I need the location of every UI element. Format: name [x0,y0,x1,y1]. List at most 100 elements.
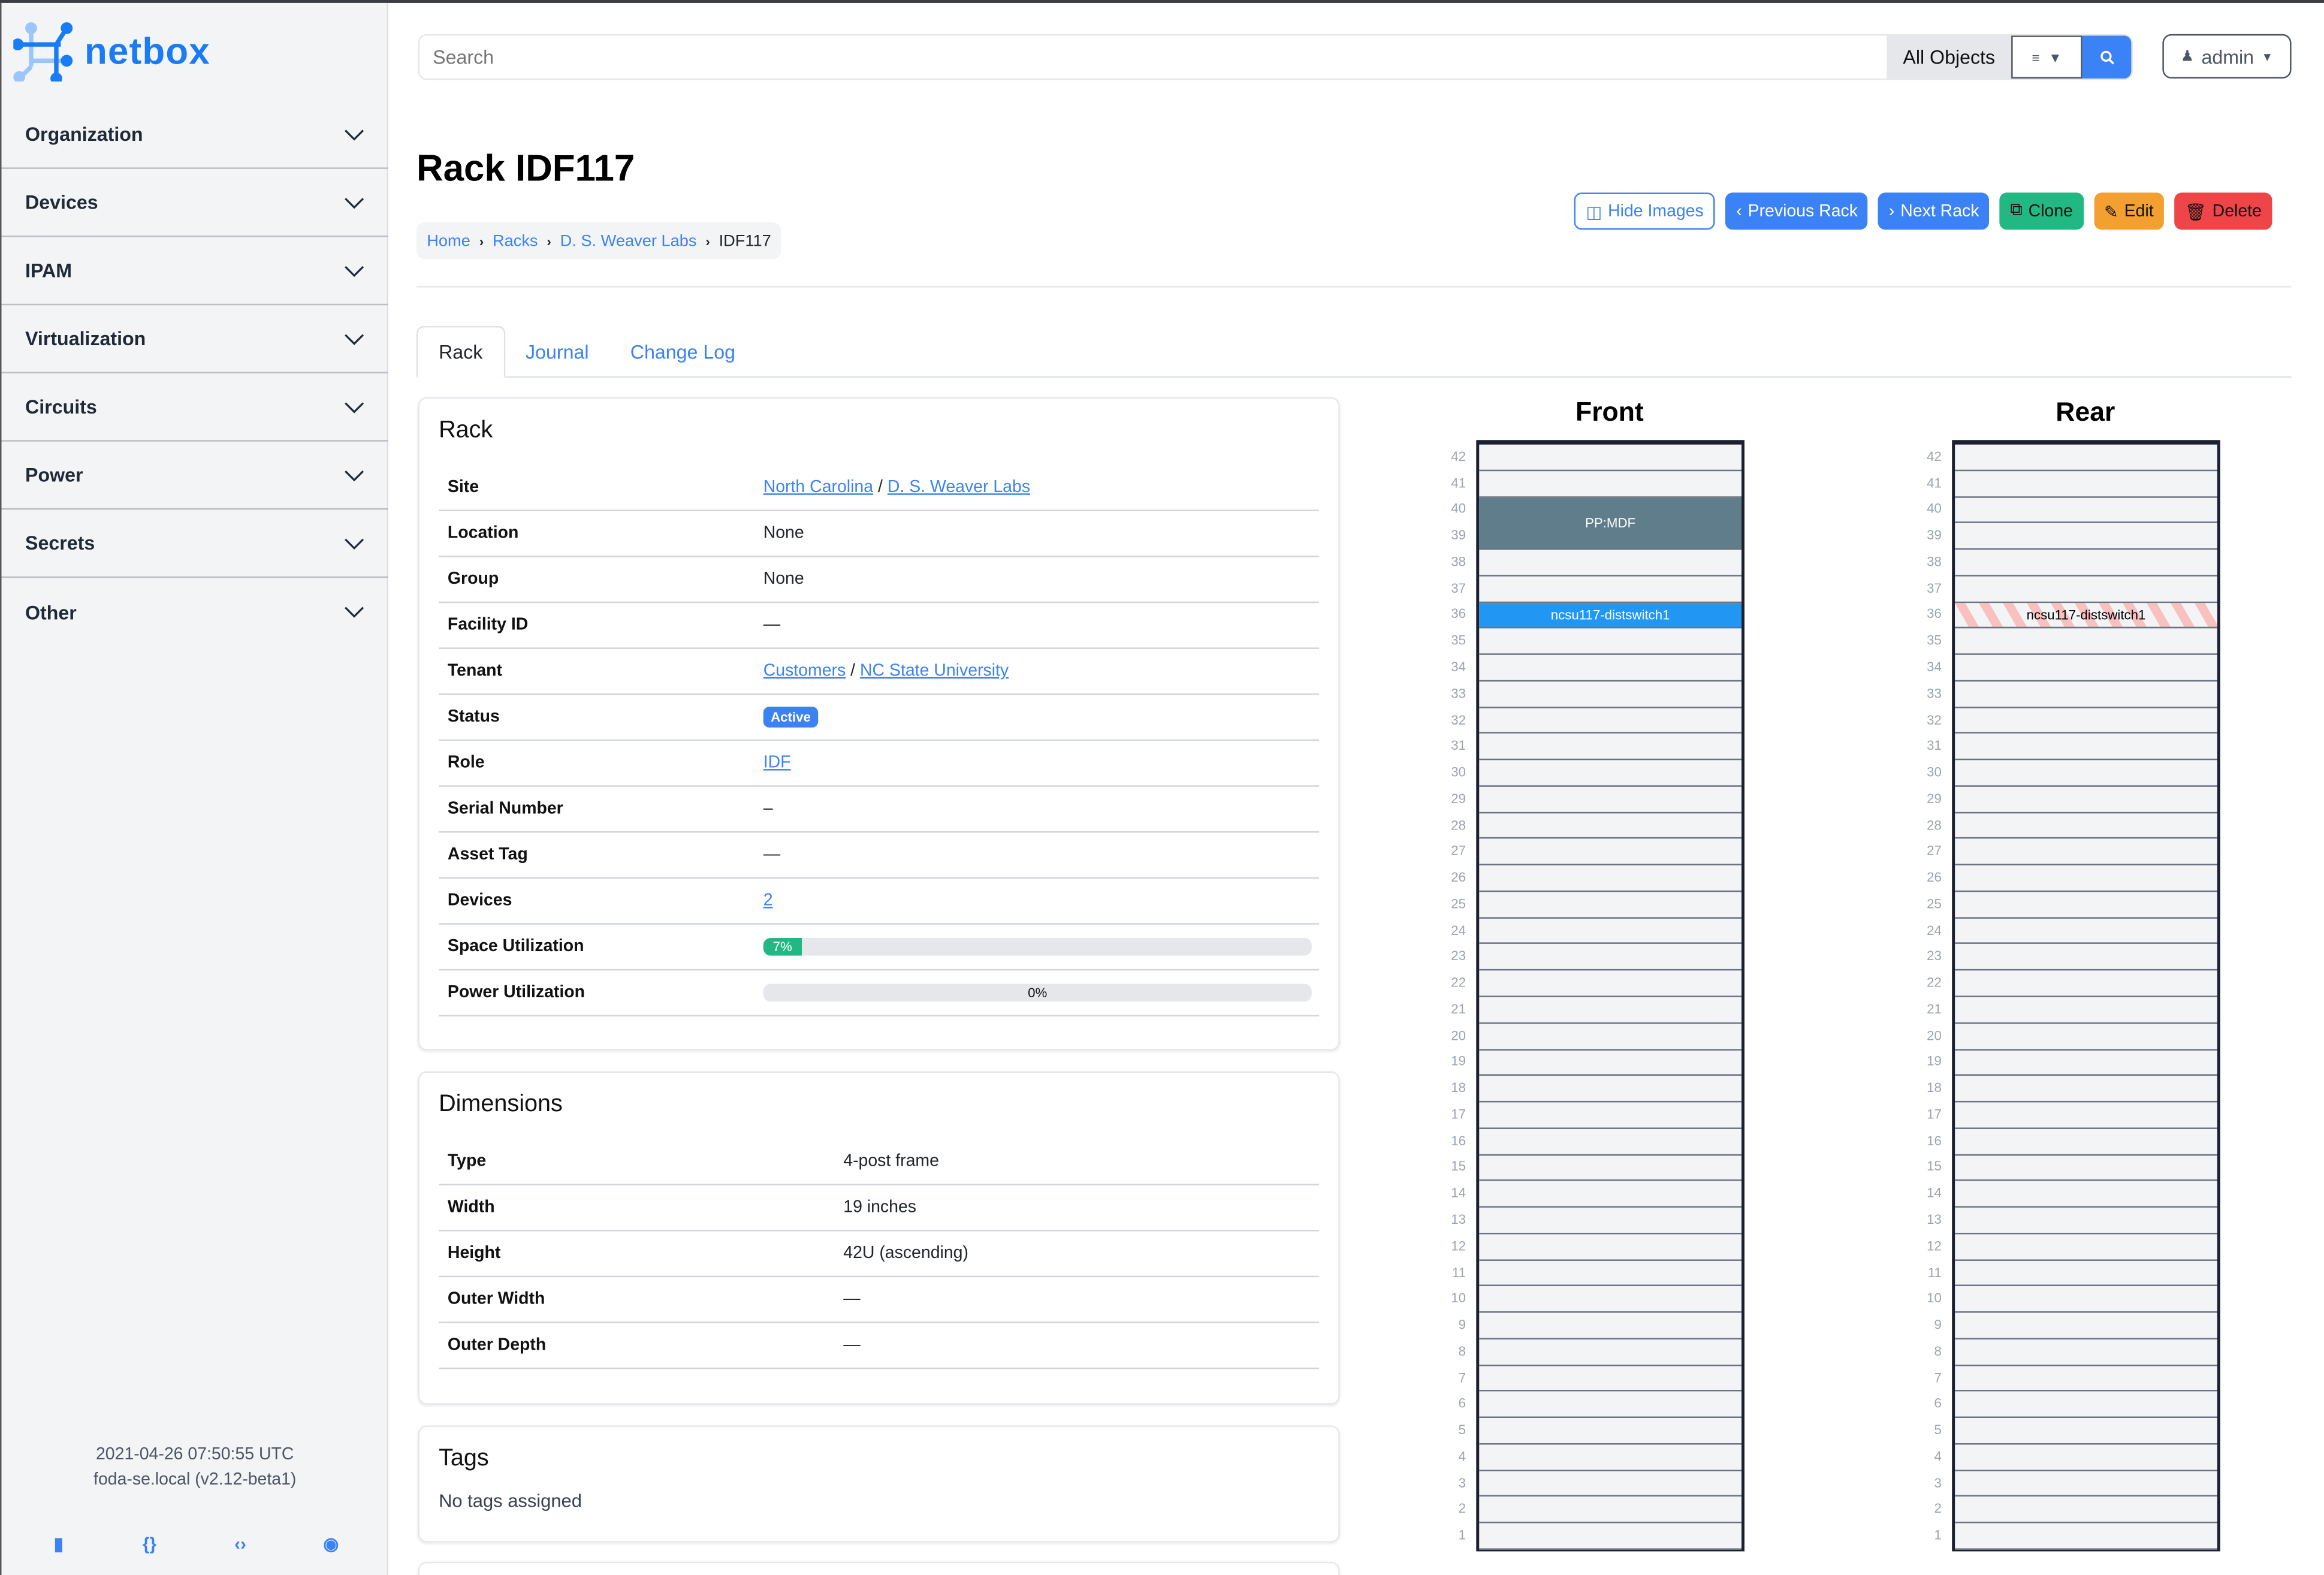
clone-button[interactable]: ⧉ Clone [2000,192,2084,230]
rack-unit-slot[interactable] [1479,1497,1742,1524]
sidebar-item-devices[interactable]: Devices [1,169,388,237]
tenant-group-link[interactable]: Customers [763,662,846,680]
breadcrumb-site[interactable]: D. S. Weaver Labs [560,231,697,250]
rack-unit-slot[interactable] [1955,1076,2217,1103]
rack-unit-slot[interactable] [1479,1444,1742,1471]
rack-unit-slot[interactable] [1955,787,2217,813]
rack-unit-slot[interactable] [1479,708,1742,734]
rack-unit-slot[interactable] [1479,1260,1742,1287]
rack-unit-slot[interactable] [1479,839,1742,866]
rack-unit-slot[interactable] [1479,1523,1742,1550]
rack-unit-slot[interactable] [1479,787,1742,813]
book-icon[interactable]: ▮ [53,1533,64,1555]
rack-unit-slot[interactable] [1479,865,1742,892]
rack-unit-slot[interactable] [1955,1471,2217,1498]
rack-unit-slot[interactable] [1955,892,2217,919]
previous-rack-button[interactable]: ‹ Previous Rack [1725,192,1869,230]
delete-button[interactable]: 🗑 Delete [2174,192,2272,230]
rack-unit-slot[interactable] [1955,681,2217,708]
rack-unit-slot[interactable] [1479,471,1742,497]
sidebar-item-ipam[interactable]: IPAM [1,237,388,306]
rack-unit-slot[interactable] [1479,629,1742,655]
sidebar-item-organization[interactable]: Organization [1,101,388,169]
region-link[interactable]: North Carolina [763,478,874,497]
rack-unit-slot[interactable] [1955,1287,2217,1313]
edit-button[interactable]: ✎ Edit [2093,192,2165,230]
rack-device[interactable]: PP:MDF [1479,497,1742,550]
rack-unit-slot[interactable] [1955,576,2217,603]
next-rack-button[interactable]: › Next Rack [1878,192,1990,230]
sidebar-item-other[interactable]: Other [1,578,388,646]
rack-unit-slot[interactable] [1479,997,1742,1024]
tab-rack[interactable]: Rack [416,325,505,378]
filter-dropdown-button[interactable]: ≡ ▼ [2011,35,2082,79]
sidebar-item-circuits[interactable]: Circuits [1,373,388,442]
sidebar-item-power[interactable]: Power [1,442,388,510]
tab-change-log[interactable]: Change Log [630,340,735,363]
rack-unit-slot[interactable] [1479,1076,1742,1103]
rack-unit-slot[interactable] [1479,1418,1742,1445]
rack-unit-slot[interactable] [1479,1339,1742,1366]
rack-unit-slot[interactable] [1955,471,2217,497]
rack-unit-slot[interactable] [1479,655,1742,681]
sidebar-item-secrets[interactable]: Secrets [1,509,388,578]
rack-unit-slot[interactable] [1955,971,2217,997]
lifebuoy-icon[interactable]: ◉ [323,1533,339,1555]
rack-unit-slot[interactable] [1479,445,1742,471]
rack-unit-slot[interactable] [1479,1392,1742,1419]
rack-unit-slot[interactable] [1955,1444,2217,1471]
rack-unit-slot[interactable] [1955,1208,2217,1235]
rack-unit-slot[interactable] [1955,813,2217,840]
rack-unit-slot[interactable] [1479,1234,1742,1260]
rack-unit-slot[interactable] [1955,445,2217,471]
rack-unit-slot[interactable] [1479,1024,1742,1050]
rack-unit-slot[interactable] [1955,523,2217,550]
rack-unit-slot[interactable] [1955,550,2217,577]
logo[interactable]: netbox [13,22,210,82]
rack-unit-slot[interactable] [1479,918,1742,945]
site-link[interactable]: D. S. Weaver Labs [887,478,1031,497]
rack-unit-slot[interactable] [1955,1523,2217,1550]
rack-unit-slot[interactable] [1955,1155,2217,1182]
search-input[interactable] [419,35,1887,79]
rack-device[interactable]: ncsu117-distswitch1 [1955,602,2217,629]
search-scope-label[interactable]: All Objects [1887,35,2012,79]
rack-unit-slot[interactable] [1479,971,1742,997]
rack-unit-slot[interactable] [1955,865,2217,892]
rack-unit-slot[interactable] [1479,734,1742,761]
rack-unit-slot[interactable] [1479,1050,1742,1076]
rack-unit-slot[interactable] [1955,997,2217,1024]
rack-unit-slot[interactable] [1955,918,2217,945]
rack-unit-slot[interactable] [1479,1287,1742,1313]
rack-unit-slot[interactable] [1955,708,2217,734]
rack-unit-slot[interactable] [1955,1181,2217,1208]
rack-unit-slot[interactable] [1479,1208,1742,1235]
rack-device[interactable]: ncsu117-distswitch1 [1479,602,1742,629]
rack-unit-slot[interactable] [1955,839,2217,866]
rack-unit-slot[interactable] [1955,1497,2217,1524]
rack-unit-slot[interactable] [1955,1024,2217,1050]
rack-unit-slot[interactable] [1955,1103,2217,1129]
rack-unit-slot[interactable] [1479,1181,1742,1208]
search-button[interactable] [2082,35,2132,79]
rack-unit-slot[interactable] [1955,1366,2217,1392]
rack-unit-slot[interactable] [1955,1392,2217,1419]
rack-unit-slot[interactable] [1479,945,1742,971]
role-link[interactable]: IDF [763,754,791,773]
rack-unit-slot[interactable] [1479,576,1742,603]
rack-unit-slot[interactable] [1955,1234,2217,1260]
rack-unit-slot[interactable] [1479,1471,1742,1498]
rack-unit-slot[interactable] [1479,1313,1742,1339]
rack-unit-slot[interactable] [1479,761,1742,787]
rack-unit-slot[interactable] [1955,1129,2217,1155]
rack-unit-slot[interactable] [1479,550,1742,577]
rack-unit-slot[interactable] [1479,1129,1742,1155]
rack-unit-slot[interactable] [1955,1313,2217,1339]
rack-unit-slot[interactable] [1955,655,2217,681]
tenant-link[interactable]: NC State University [859,662,1009,680]
breadcrumb-racks[interactable]: Racks [492,231,538,250]
rack-unit-slot[interactable] [1955,1260,2217,1287]
rack-unit-slot[interactable] [1479,1366,1742,1392]
rack-unit-slot[interactable] [1479,1155,1742,1182]
devices-link[interactable]: 2 [763,892,773,910]
